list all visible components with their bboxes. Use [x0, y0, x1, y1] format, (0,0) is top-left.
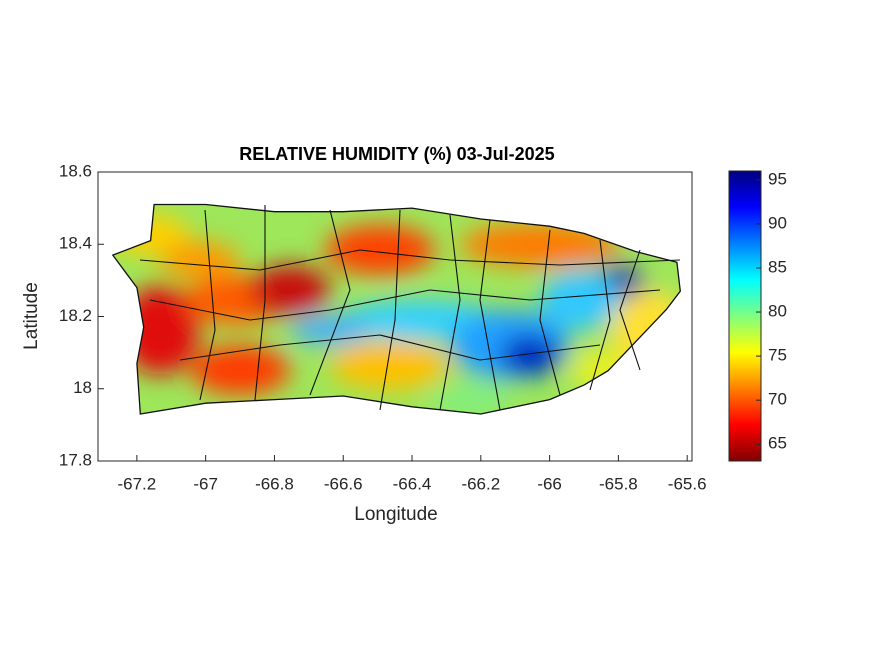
y-tick-label: 18.6 — [59, 161, 92, 180]
colorbar-tick-label: 90 — [768, 213, 787, 232]
island-outline — [111, 203, 681, 415]
y-tick-label: 17.8 — [59, 450, 92, 469]
colorbar-tick-label: 85 — [768, 257, 787, 276]
y-tick-label: 18 — [73, 378, 92, 397]
colorbar-tick-label: 70 — [768, 390, 787, 409]
x-tick-label: -66 — [537, 474, 562, 493]
x-axis-label: Longitude — [354, 504, 437, 525]
x-tick-label: -67.2 — [117, 474, 156, 493]
x-tick-label: -66.4 — [393, 474, 432, 493]
colorbar-tick-label: 65 — [768, 434, 787, 453]
y-axis-label: Latitude — [21, 282, 42, 350]
y-tick-label: 18.4 — [59, 234, 92, 253]
colorbar — [728, 170, 762, 462]
x-tick-label: -66.8 — [255, 474, 294, 493]
y-tick-label: 18.2 — [59, 306, 92, 325]
municipality-borders — [139, 205, 681, 411]
colorbar-tick-label: 80 — [768, 302, 787, 321]
x-tick-label: -67 — [193, 474, 218, 493]
x-tick-label: -65.6 — [668, 474, 707, 493]
chart-title: RELATIVE HUMIDITY (%) 03-Jul-2025 — [239, 144, 554, 164]
colorbar-tick-label: 95 — [768, 169, 787, 188]
x-tick-label: -66.2 — [461, 474, 500, 493]
x-tick-label: -65.8 — [599, 474, 638, 493]
x-tick-label: -66.6 — [324, 474, 363, 493]
colorbar-tick-label: 75 — [768, 346, 787, 365]
